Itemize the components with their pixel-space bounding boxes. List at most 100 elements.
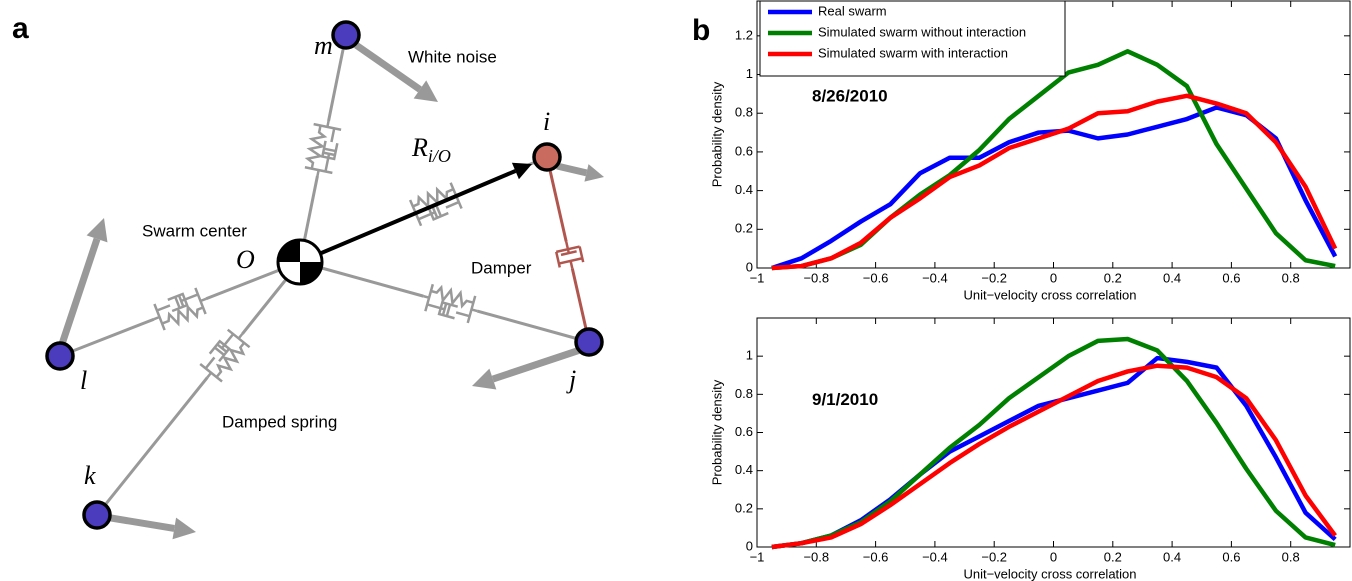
damper [426,300,470,320]
spring [304,125,328,169]
node [574,327,604,357]
y-axis-label: Probability density [709,379,724,485]
y-tick-label: 0.6 [735,143,753,158]
x-tick-label: −0.6 [863,549,889,564]
arrow-shaft [299,169,517,264]
y-tick-label: 0.8 [735,386,753,401]
arrow-head [511,162,532,180]
vector-label: Ri/O [411,133,451,166]
center-symbol: O [236,245,255,274]
spring-element [304,120,342,177]
node [45,341,75,371]
spring-element [153,287,207,331]
x-tick-label: −0.4 [922,270,948,285]
x-tick-label: −0.6 [863,270,889,285]
arrow-shaft [58,237,101,346]
spring [412,186,454,210]
damper [555,241,585,269]
arrow-head [472,368,497,390]
spring [430,284,474,309]
y-tick-label: 0.2 [735,500,753,515]
x-tick-label: −0.8 [803,549,829,564]
plot-frame [756,317,1351,548]
x-tick-label: 0.2 [1104,270,1122,285]
spring-element [555,241,585,269]
link [95,376,209,516]
swarm-center [276,238,324,286]
x-tick-label: −1 [750,549,765,564]
damper [204,333,235,370]
damper [156,292,199,313]
spring [215,342,246,378]
node [331,20,361,50]
node [82,500,112,530]
node-label: j [566,365,576,394]
spring-caps [422,283,478,324]
center-ring [276,238,324,286]
arrow-shaft [491,346,582,383]
annotation: 8/26/2010 [812,87,888,106]
y-tick-label: 0.2 [735,221,753,236]
node-label: i [543,107,550,136]
annotation: 9/1/2010 [812,390,878,409]
arrow-shaft [104,513,175,532]
x-tick-label: −0.2 [981,270,1007,285]
y-tick-label: 1 [746,66,753,81]
spring [161,303,204,327]
x-axis-label: Unit−velocity cross correlation [963,566,1136,581]
y-tick-label: 1.2 [735,27,753,42]
y-tick-label: 0.8 [735,105,753,120]
x-tick-label: −0.2 [981,549,1007,564]
x-tick-label: 0.2 [1104,549,1122,564]
center-quadrant [278,240,322,284]
node [532,142,562,172]
spring-caps [153,287,207,331]
y-tick-label: 1 [746,348,753,363]
y-tick-label: 0 [746,259,753,274]
annotation: Damper [471,258,532,277]
diagram-shapes [45,20,604,540]
node-label: k [84,461,96,490]
spring-caps [304,120,342,177]
arrow-head [86,218,108,243]
y-tick-label: 0.6 [735,424,753,439]
x-tick-label: 0.4 [1163,549,1181,564]
x-axis-label: Unit−velocity cross correlation [963,287,1136,302]
panel-label: b [692,14,710,47]
x-tick-label: 0 [1050,549,1057,564]
link [59,317,155,358]
link [476,309,590,344]
panel-label: a [12,12,29,45]
arrow-head [413,80,438,102]
x-tick-label: 0.6 [1222,549,1240,564]
spring-element [199,328,251,383]
damper [417,200,460,221]
annotation: Damped spring [222,412,337,431]
arrow-shaft [556,162,588,177]
annotation: White noise [408,47,497,66]
legend-label: Simulated swarm without interaction [818,24,1026,39]
x-tick-label: 0 [1050,270,1057,285]
y-tick-label: 0 [746,538,753,553]
arrow-head [584,164,604,182]
diagram-labels: a b m i j k l O Swarm center Ri/O White … [12,12,710,490]
charts: −1 −0.8 −0.6 −0.4 −0.2 0 0.2 0.4 0.6 0.8 0 0.2 0.4 0.… [709,0,1351,581]
arrow-head [172,517,196,540]
x-tick-label: 0.8 [1282,270,1300,285]
spring-element [422,283,478,324]
arrow-shaft [354,42,422,93]
vector-symbol: R [411,133,428,162]
series-line [771,93,1338,271]
legend-label: Simulated swarm with interaction [818,45,1008,60]
spring-caps [199,328,251,383]
y-axis-label: Probability density [709,81,724,187]
center-label: Swarm center [142,221,247,240]
damper [320,128,339,172]
x-tick-label: −0.8 [803,270,829,285]
x-tick-label: 0.8 [1282,549,1300,564]
x-tick-label: 0.6 [1222,270,1240,285]
legend-label: Real swarm [818,3,887,18]
y-tick-label: 0.4 [735,182,753,197]
